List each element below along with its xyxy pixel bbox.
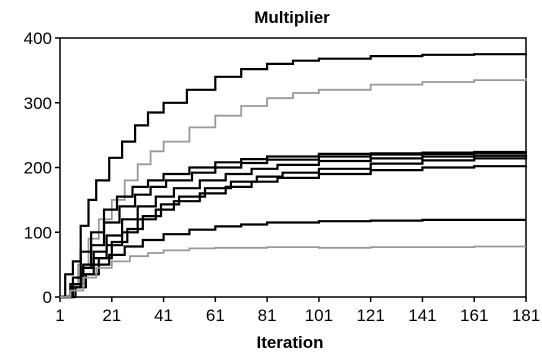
series-line-8 [60,218,526,299]
chart-title: Multiplier [254,8,330,27]
x-tick-label: 121 [356,306,384,325]
x-tick-label: 101 [305,306,333,325]
y-axis: 0 100 200 300 400 [24,29,60,307]
x-tick-label: 181 [512,306,540,325]
x-tick-label: 61 [206,306,225,325]
x-axis: 1 21 41 61 81 101 121 141 161 181 [55,297,540,325]
series-line-5 [60,154,528,299]
series-line-9 [60,245,526,298]
x-tick-label: 1 [55,306,64,325]
x-tick-label: 141 [408,306,436,325]
y-tick-label: 300 [24,94,52,113]
series-line-1 [60,53,528,299]
x-tick-label: 41 [154,306,173,325]
y-tick-label: 200 [24,159,52,178]
y-tick-label: 100 [24,223,52,242]
series-layer [60,53,528,299]
series-line-4 [60,152,526,299]
series-line-7 [60,165,528,299]
y-tick-label: 400 [24,29,52,48]
x-axis-label: Iteration [256,333,323,352]
y-tick-label: 0 [43,288,52,307]
series-line-2 [60,78,527,298]
x-tick-label: 161 [460,306,488,325]
x-tick-label: 21 [102,306,121,325]
series-line-3 [60,150,528,299]
x-tick-label: 81 [258,306,277,325]
